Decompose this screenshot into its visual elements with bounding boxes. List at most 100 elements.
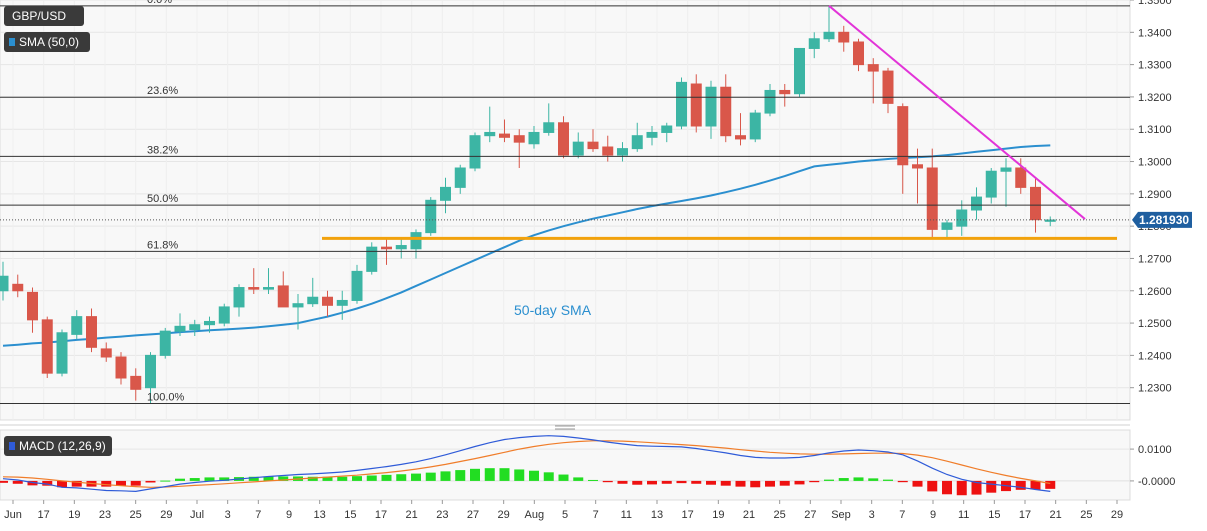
candle-body <box>779 89 791 95</box>
macd-histogram-bar <box>1030 480 1041 490</box>
candle-body <box>174 325 186 332</box>
candle-body <box>100 348 112 358</box>
date-axis-label: 21 <box>1050 509 1062 521</box>
fib-level-label: 61.8% <box>147 239 178 251</box>
candle-body <box>277 285 289 308</box>
date-axis-label: 13 <box>651 509 663 521</box>
macd-histogram-bar <box>57 480 67 488</box>
date-axis-label: 29 <box>498 509 510 521</box>
macd-legend[interactable]: MACD (12,26,9) <box>4 436 112 456</box>
candle-body <box>71 316 83 335</box>
macd-histogram-bar <box>27 480 38 486</box>
date-axis-label: 7 <box>593 509 599 521</box>
price-axis-label: 1.3000 <box>1138 157 1172 169</box>
price-axis-label: 1.2500 <box>1138 318 1172 330</box>
candle-body <box>985 170 997 198</box>
date-axis-label: 27 <box>804 509 816 521</box>
date-axis-label: 21 <box>406 509 418 521</box>
date-axis-label: 25 <box>130 509 142 521</box>
fib-level-label: 100.0% <box>147 392 185 404</box>
candle-body <box>307 296 319 305</box>
macd-axis-label: 0.0100 <box>1138 444 1172 456</box>
candle-body <box>484 131 496 137</box>
date-axis-label: Aug <box>525 509 545 521</box>
macd-histogram-bar <box>661 480 672 484</box>
symbol-label: GBP/USD <box>12 9 66 23</box>
pane-divider-handle[interactable] <box>555 425 575 430</box>
macd-histogram-bar <box>219 477 230 481</box>
date-axis-label: 23 <box>436 509 448 521</box>
sma-legend[interactable]: SMA (50,0) <box>4 32 90 52</box>
date-axis-label: 15 <box>988 509 1000 521</box>
macd-signal-line <box>2 440 1051 488</box>
candle-body <box>233 287 245 308</box>
price-axis-label: 1.3100 <box>1138 124 1172 136</box>
macd-histogram-bar <box>735 480 746 487</box>
candle-body <box>897 106 909 166</box>
macd-histogram-bar <box>42 480 53 486</box>
candle-body <box>366 246 378 272</box>
macd-histogram-bar <box>912 480 923 487</box>
candle-body <box>115 356 127 379</box>
candle-body <box>543 122 555 133</box>
macd-histogram-bar <box>1015 480 1026 490</box>
candle-body <box>145 354 156 389</box>
last-price-tag: 1.281930 <box>1132 211 1192 228</box>
candle-body <box>676 81 687 127</box>
date-axis-label: 3 <box>225 509 231 521</box>
candle-body <box>159 330 171 356</box>
date-axis-label: Jun <box>4 509 22 521</box>
date-axis-label: 9 <box>286 509 292 521</box>
date-axis-label: 25 <box>1080 509 1092 521</box>
candle-body <box>1015 167 1027 188</box>
price-axis-label: 1.3200 <box>1138 92 1172 104</box>
macd-histogram-bar <box>425 472 436 481</box>
candle-body <box>941 222 953 230</box>
candle-body <box>912 164 923 169</box>
price-axis-label: 1.2300 <box>1138 383 1172 395</box>
candle-body <box>853 41 864 66</box>
macd-histogram-bar <box>470 468 480 481</box>
candle-body <box>794 47 805 95</box>
candle-body <box>41 319 53 374</box>
candle-body <box>867 64 879 72</box>
macd-histogram-bar <box>971 480 982 495</box>
candle-body <box>27 291 38 321</box>
price-axis-label: 1.3400 <box>1138 27 1172 39</box>
candle-body <box>661 125 673 133</box>
candle-body <box>971 196 982 211</box>
candle-body <box>12 283 24 292</box>
candle-body <box>410 232 422 250</box>
candle-body <box>322 296 333 306</box>
macd-histogram-bar <box>381 474 392 481</box>
macd-histogram-bar <box>189 478 200 481</box>
date-axis-label: 19 <box>712 509 724 521</box>
macd-histogram-bar <box>720 480 731 486</box>
macd-line <box>2 435 1051 493</box>
macd-histogram-bar <box>455 470 466 481</box>
candle-body <box>56 332 68 374</box>
macd-histogram-bar <box>676 480 687 484</box>
symbol-legend[interactable]: GBP/USD <box>4 6 84 26</box>
candle-body <box>263 287 274 290</box>
macd-histogram-bar <box>956 480 967 496</box>
candle-body <box>631 135 643 150</box>
date-axis-label: 11 <box>621 509 632 521</box>
candle-body <box>86 316 97 348</box>
macd-histogram-bar <box>543 472 554 481</box>
macd-histogram-bar <box>647 480 657 485</box>
macd-axis-label: -0.0000 <box>1138 476 1175 488</box>
price-axis-label: 1.2400 <box>1138 350 1172 362</box>
candle-body <box>395 245 407 250</box>
macd-histogram-bar <box>101 480 112 487</box>
macd-histogram-bar <box>809 480 820 483</box>
macd-histogram-bar <box>529 470 539 481</box>
date-axis-label: 23 <box>99 509 111 521</box>
candle-body <box>130 375 142 390</box>
macd-histogram-bar <box>706 480 716 485</box>
date-axis-label: 3 <box>869 509 875 521</box>
candle-body <box>381 246 392 250</box>
date-axis-label: 7 <box>899 509 905 521</box>
macd-histogram-bar <box>986 480 997 493</box>
